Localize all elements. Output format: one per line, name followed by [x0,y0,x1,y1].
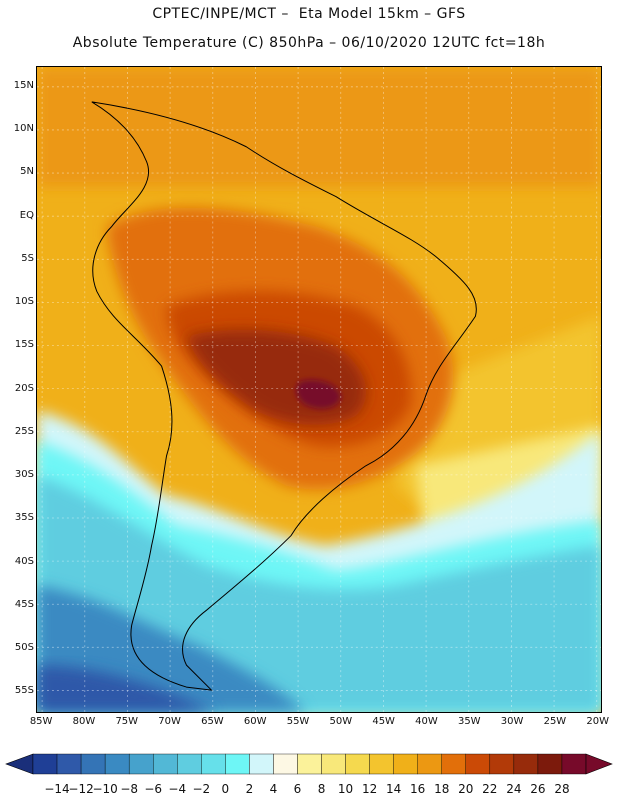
lon-tick-label: 60W [243,716,267,727]
colorbar-tick-label: 26 [530,782,546,796]
lat-tick-label: 45S [14,598,34,610]
temperature-map [36,66,602,713]
colorbar-segment [561,753,587,775]
colorbar-segment [537,753,563,775]
lon-tick-label: 45W [372,716,395,727]
colorbar-tick-label: 16 [410,782,426,796]
lon-tick-label: 85W [29,716,53,727]
lon-tick-label: 35W [457,716,481,727]
lat-tick-label: 10N [13,123,34,135]
lon-tick-label: 30W [500,716,524,727]
colorbar-segment [56,753,82,775]
colorbar-tick-label: 24 [506,782,522,796]
colorbar-segment [177,753,202,775]
colorbar-segment [489,753,515,775]
colorbar-tick-label: 6 [293,782,302,796]
colorbar-tick-label: 12 [361,782,378,796]
colorbar-tick-label: 8 [317,782,326,796]
colorbar-tick-label: −6 [144,782,163,796]
lat-tick-label: 40S [14,555,34,567]
lat-lon-grid [37,67,601,712]
lon-tick-label: 40W [415,716,438,727]
colorbar-segment [32,753,58,775]
lat-tick-label: 15N [13,79,34,91]
colorbar-tick-label: 2 [245,782,254,796]
field-southern-darkest [37,665,217,712]
lon-tick-label: 50W [329,716,353,727]
colorbar-tick-label: −2 [192,782,211,796]
colorbar-tick-label: 0 [221,782,230,796]
colorbar-segment [393,753,418,775]
lat-tick-label: 35S [14,512,34,524]
colorbar-overflow-arrow [585,753,613,775]
colorbar-tick-label: 14 [386,782,402,796]
colorbar-tick-label: −10 [92,782,118,796]
lat-tick-label: 30S [14,469,34,481]
lon-tick-label: 70W [158,716,181,727]
colorbar-tick-label: −12 [68,782,94,796]
lon-tick-label: 25W [543,716,567,727]
colorbar-segment [417,753,442,775]
colorbar-segment [225,753,250,775]
map-title: CPTEC/INPE/MCT – Eta Model 15km – GFS [152,6,466,22]
colorbar-tick-label: 10 [337,782,354,796]
lat-tick-label: EQ [19,209,34,221]
map-subtitle: Absolute Temperature (C) 850hPa – 06/10/… [72,35,546,51]
colorbar-segment [321,753,346,775]
lon-tick-label: 20W [586,716,610,727]
colorbar [5,753,613,775]
colorbar-segment [441,753,466,775]
lon-tick-label: 65W [201,716,224,727]
field-north-warm [37,67,601,187]
lat-tick-label: 5S [21,252,34,264]
colorbar-segment [153,753,178,775]
colorbar-segment [249,753,274,775]
lat-tick-label: 20S [14,382,34,394]
colorbar-segment [513,753,539,775]
lat-tick-label: 50S [14,642,34,654]
colorbar-segment [104,753,130,775]
colorbar-segment [465,753,491,775]
colorbar-tick-label: −14 [44,782,70,796]
colorbar-segment [128,753,154,775]
colorbar-tick-label: 28 [554,782,570,796]
lon-tick-label: 80W [72,716,96,727]
colorbar-segment [273,753,298,775]
colorbar-tick-label: −4 [168,782,187,796]
lat-tick-label: 25S [14,425,34,437]
colorbar-segment [201,753,226,775]
colorbar-segment [297,753,322,775]
colorbar-underflow-arrow [5,753,34,775]
lat-tick-label: 5N [20,166,34,178]
colorbar-segment [80,753,106,775]
lat-tick-label: 15S [14,339,34,351]
field-hotspot [296,379,341,409]
lat-tick-label: 55S [14,685,34,697]
lat-tick-label: 10S [14,296,34,308]
colorbar-segment [369,753,394,775]
lon-tick-label: 75W [115,716,139,727]
colorbar-tick-label: −8 [120,782,139,796]
colorbar-tick-label: 20 [458,782,474,796]
lon-tick-label: 55W [286,716,310,727]
colorbar-tick-label: 4 [269,782,278,796]
south-america-outline [91,101,477,691]
colorbar-tick-label: 22 [482,782,498,796]
colorbar-tick-label: 18 [434,782,450,796]
colorbar-segment [345,753,370,775]
